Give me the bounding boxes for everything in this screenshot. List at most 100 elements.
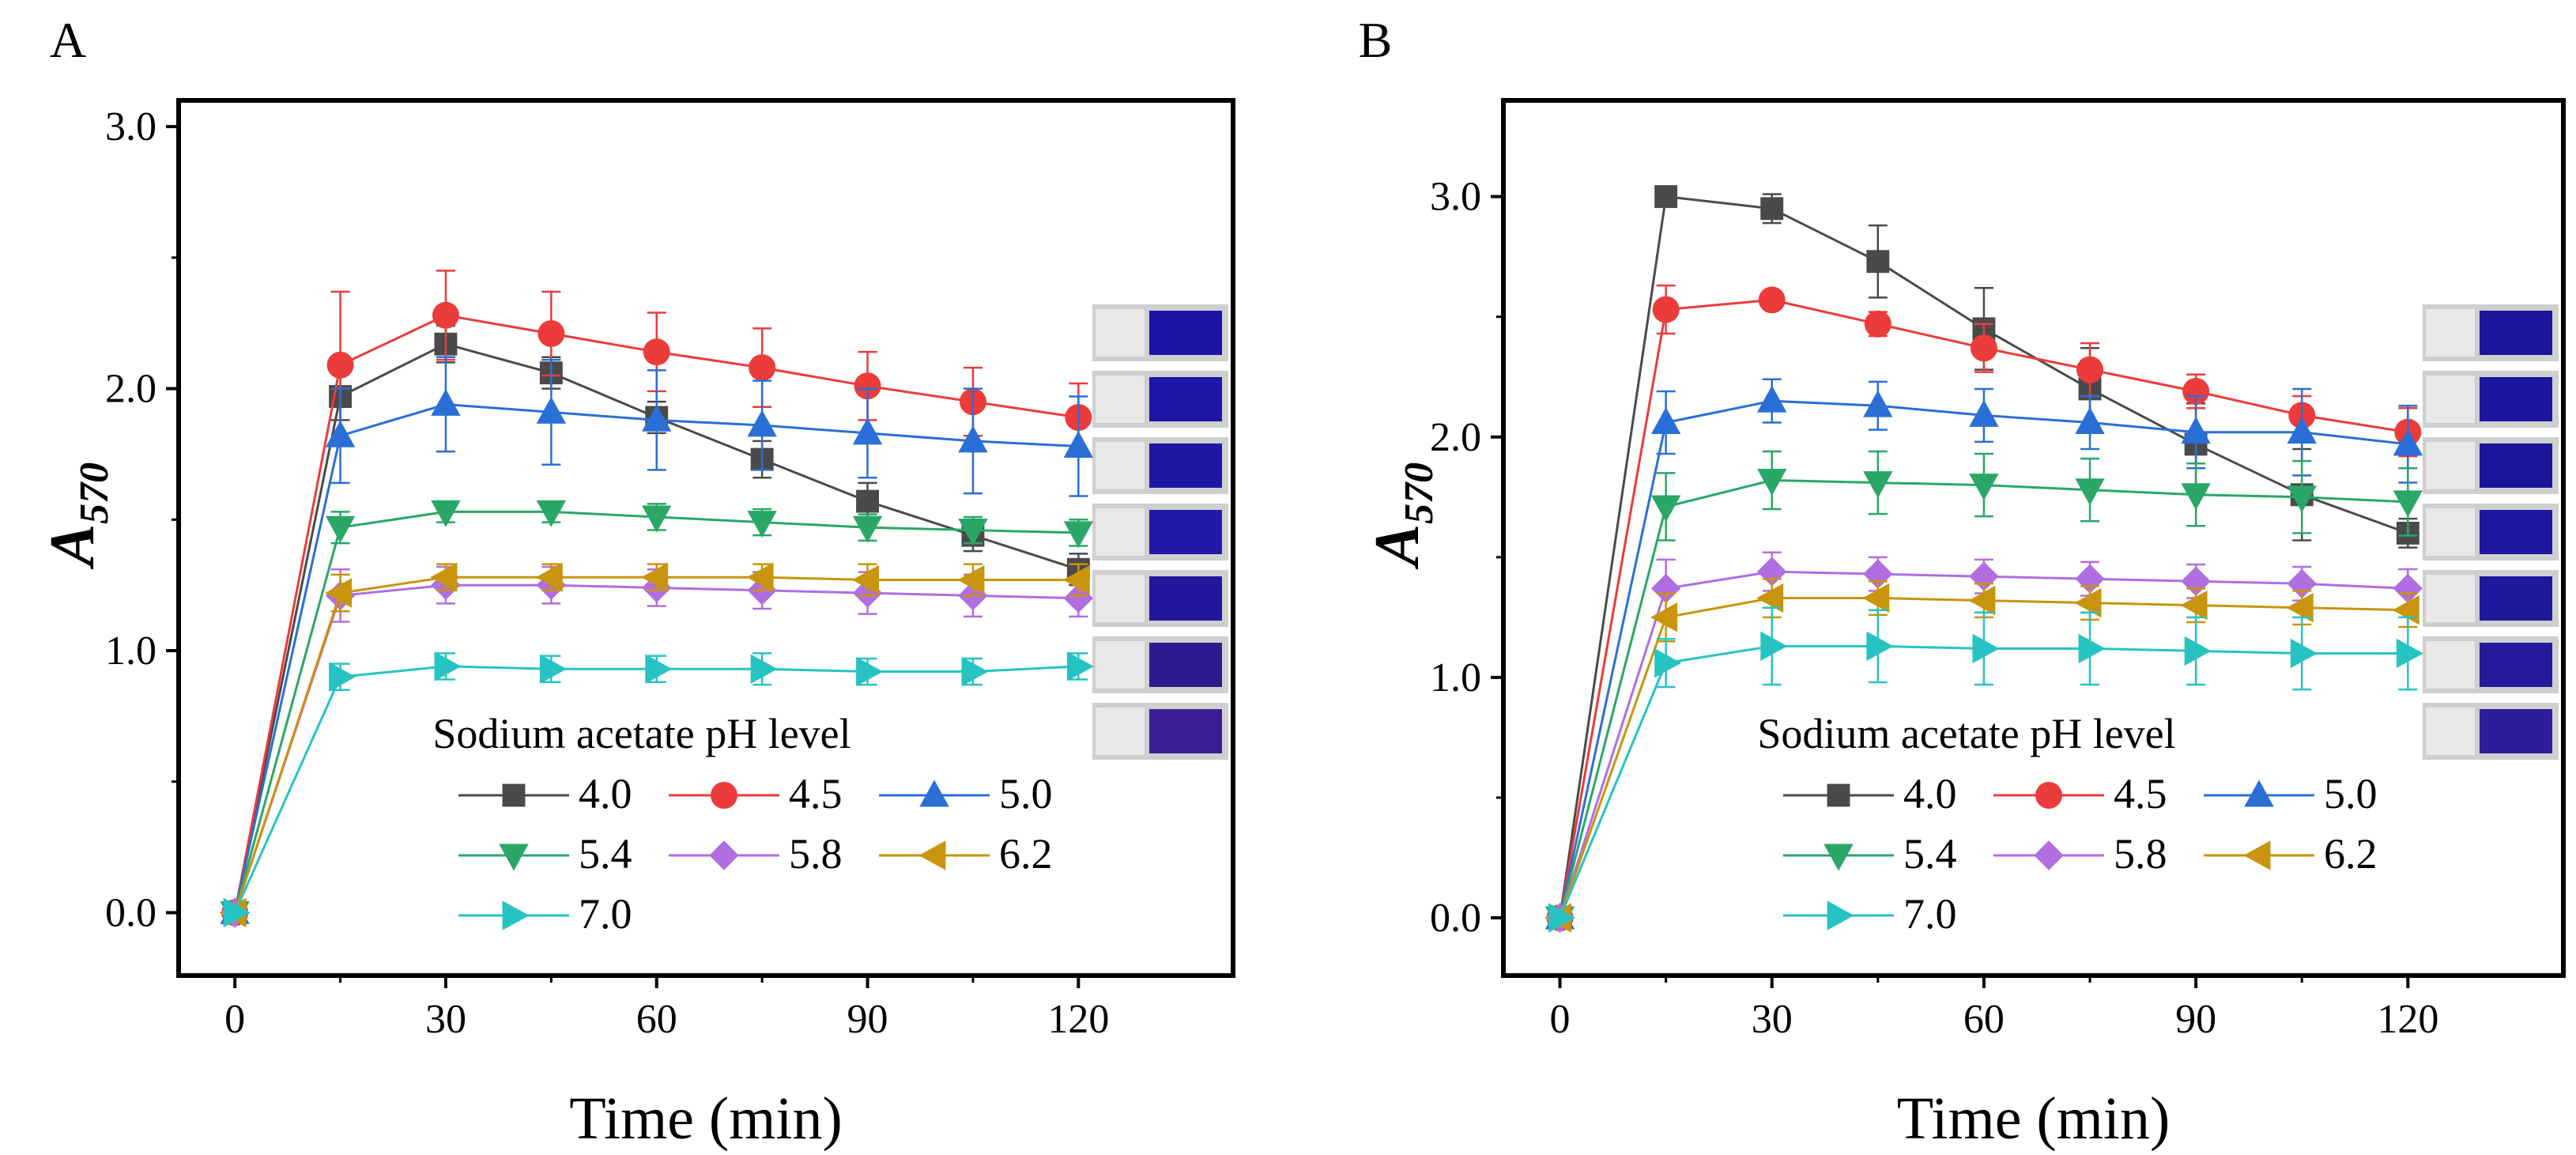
data-point (430, 562, 458, 592)
x-tick-label: 30 (1752, 997, 1793, 1042)
legend-marker (919, 779, 949, 807)
data-point (645, 654, 673, 684)
legend-marker (2244, 779, 2274, 807)
data-point (2180, 590, 2208, 621)
legend-label: 5.4 (579, 830, 632, 878)
legend-marker (709, 840, 739, 870)
data-point (2286, 592, 2314, 623)
data-point (2182, 377, 2210, 405)
data-point (326, 351, 354, 379)
cuvette-solution (2480, 311, 2552, 355)
cuvette-photo (2423, 304, 2559, 361)
y-axis-label-sub: 570 (1397, 462, 1442, 524)
data-point (223, 897, 251, 928)
data-point (958, 519, 988, 546)
legend-label: 5.8 (2114, 830, 2167, 878)
cuvette-photo (2423, 504, 2559, 561)
cuvette-glass (1096, 508, 1145, 556)
legend-marker (1827, 783, 1850, 807)
legend-label: 5.0 (999, 770, 1053, 817)
data-point (2075, 406, 2105, 434)
plot-frame (1501, 98, 2566, 978)
legend-marker (2035, 782, 2062, 809)
y-tick-label: 0.0 (1430, 896, 1481, 941)
data-point (536, 500, 567, 527)
legend-label: 4.0 (1903, 770, 1957, 817)
y-axis-label-main: A (1363, 524, 1432, 570)
data-point (325, 420, 356, 447)
data-point (2287, 485, 2317, 513)
data-point (432, 301, 459, 329)
x-tick-label: 60 (636, 997, 677, 1042)
data-point (2075, 564, 2105, 594)
cuvette-glass (1096, 309, 1145, 357)
cuvette-glass (1096, 442, 1145, 489)
data-point (2181, 483, 2211, 511)
cuvette-solution (1149, 709, 1222, 753)
data-point (1757, 469, 1787, 496)
y-tick-label: 0.0 (105, 890, 157, 935)
data-point (1864, 310, 1891, 338)
data-point (1654, 185, 1678, 209)
data-point (1757, 385, 1787, 413)
cuvette-photo (2423, 437, 2559, 494)
legend-marker (711, 782, 737, 809)
legend-marker (502, 783, 526, 807)
data-point (2290, 638, 2318, 669)
data-point (1863, 471, 1893, 499)
x-axis-label: Time (min) (1897, 1085, 2171, 1151)
legend-marker (499, 844, 529, 871)
cuvette-solution (2480, 576, 2552, 621)
x-tick-label: 30 (425, 997, 466, 1042)
cuvette-glass (2426, 376, 2475, 423)
data-point (1760, 197, 1784, 221)
data-point (329, 662, 356, 692)
data-point (1063, 583, 1094, 613)
data-point (1650, 406, 1681, 434)
data-point (642, 505, 672, 533)
legend-entry: 4.5 (669, 770, 843, 817)
data-point (434, 651, 462, 681)
cuvette-glass (2426, 708, 2475, 755)
legend-entry: 6.2 (2204, 830, 2378, 878)
cuvette-photo (2423, 703, 2559, 760)
cuvette-solution (2480, 709, 2552, 753)
cuvette-glass (1096, 708, 1145, 755)
data-point (539, 654, 567, 684)
cuvette-photo (2423, 371, 2559, 428)
data-point (2393, 428, 2423, 456)
legend-label: 4.0 (579, 770, 632, 817)
x-tick-label: 0 (224, 997, 245, 1042)
legend-entry: 5.8 (669, 830, 843, 878)
y-tick-label: 1.0 (1430, 655, 1481, 700)
y-tick-label: 2.0 (1430, 415, 1481, 460)
legend-entry: 4.0 (458, 770, 632, 817)
data-point (1654, 647, 1682, 678)
data-point (1650, 573, 1681, 604)
data-point (2078, 633, 2106, 664)
cuvette-glass (2426, 442, 2475, 489)
legend-label: 4.5 (2114, 770, 2167, 817)
data-point (2393, 573, 2423, 604)
legend-marker (2034, 840, 2064, 870)
y-tick-label: 2.0 (105, 367, 157, 412)
legend-marker (918, 840, 946, 870)
data-point (537, 319, 565, 347)
data-point (324, 578, 352, 608)
x-tick-label: 0 (1550, 997, 1571, 1042)
cuvette-solution (2480, 444, 2552, 488)
data-point (852, 417, 883, 445)
data-point (856, 489, 879, 513)
cuvette-glass (1096, 575, 1145, 622)
data-point (749, 354, 776, 382)
legend-entry: 4.0 (1783, 770, 1957, 817)
legend-entry: 5.0 (2204, 770, 2378, 817)
data-point (431, 388, 461, 416)
legend-label: 5.4 (1903, 830, 1957, 878)
data-point (2396, 638, 2423, 669)
data-point (961, 656, 989, 687)
data-point (1650, 602, 1678, 632)
legend-marker (1827, 900, 1854, 930)
